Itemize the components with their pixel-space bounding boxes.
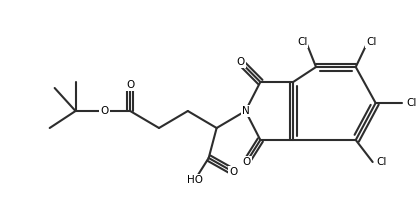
Text: Cl: Cl bbox=[406, 98, 417, 108]
Text: O: O bbox=[242, 157, 251, 167]
Text: O: O bbox=[126, 80, 134, 90]
Text: O: O bbox=[100, 106, 109, 116]
Text: O: O bbox=[230, 167, 238, 177]
Text: Cl: Cl bbox=[367, 37, 377, 47]
Text: Cl: Cl bbox=[377, 157, 387, 167]
Text: Cl: Cl bbox=[297, 37, 307, 47]
Text: HO: HO bbox=[187, 175, 203, 185]
Text: N: N bbox=[242, 106, 249, 116]
Text: O: O bbox=[236, 57, 245, 67]
